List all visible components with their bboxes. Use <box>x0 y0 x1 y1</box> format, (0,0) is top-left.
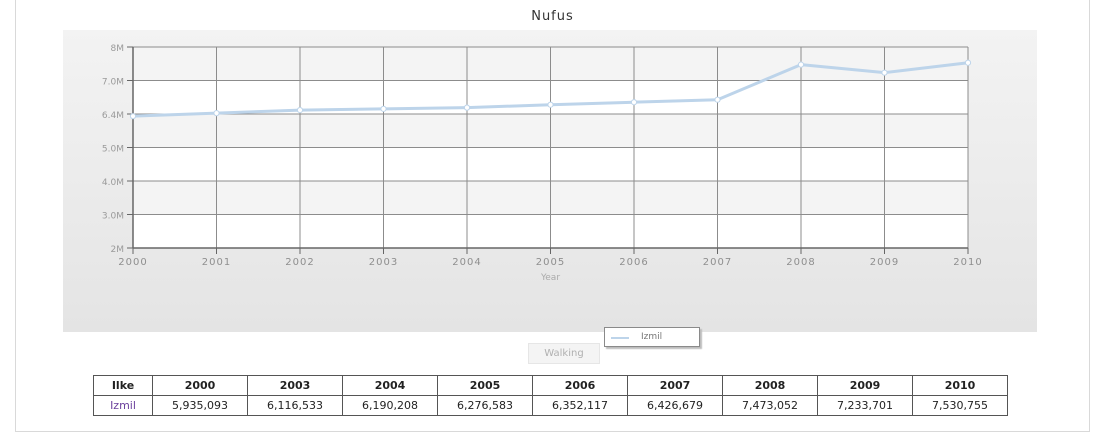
table-cell: 7,530,755 <box>912 395 1008 416</box>
data-point <box>213 110 220 117</box>
x-tick-label: 2007 <box>703 257 732 268</box>
data-point <box>463 104 471 111</box>
table-cell: 7,233,701 <box>817 395 913 416</box>
legend[interactable]: Izmil <box>604 327 700 347</box>
y-tick-label: 6.4M <box>102 111 124 121</box>
chart-panel: 2M 3.0M 4.0M 5.0M 6.4M 7.0M 8M 2000 2001 2002 2003… <box>63 30 1037 347</box>
legend-label: Izmil <box>641 332 663 342</box>
x-tick-label: 2001 <box>202 257 231 268</box>
line-chart: 2M 3.0M 4.0M 5.0M 6.4M 7.0M 8M 2000 2001 2002 2003… <box>102 44 982 283</box>
data-point <box>964 59 972 66</box>
walking-button[interactable]: Walking <box>528 343 600 364</box>
data-point <box>881 69 888 76</box>
table-cell: 6,352,117 <box>532 395 628 416</box>
y-tick-label: 3.0M <box>102 212 124 222</box>
province-link[interactable]: Izmil <box>93 395 153 416</box>
x-axis-title: Year <box>540 273 560 283</box>
data-point <box>380 105 387 112</box>
data-point <box>296 106 304 114</box>
table-header-cell: 2008 <box>722 375 818 396</box>
y-tick-label: 5.0M <box>102 145 124 155</box>
chart-title: Nufus <box>531 9 574 24</box>
table-header-cell: 2010 <box>912 375 1008 396</box>
data-point <box>547 101 554 108</box>
table-row: Izmil 5,935,093 6,116,533 6,190,208 6,27… <box>93 395 1008 416</box>
y-tick-label: 8M <box>111 44 125 54</box>
table-cell: 6,276,583 <box>437 395 533 416</box>
table-header-cell: 2007 <box>627 375 723 396</box>
x-tick-label: 2002 <box>285 257 314 268</box>
data-table: Ilke 2000 2003 2004 2005 2006 2007 2008 … <box>93 375 1008 416</box>
x-tick-label: 2003 <box>369 257 398 268</box>
data-point <box>797 61 805 68</box>
table-cell: 6,426,679 <box>627 395 723 416</box>
table-header-cell: Ilke <box>93 375 153 396</box>
table-header-cell: 2003 <box>247 375 343 396</box>
table-header-row: Ilke 2000 2003 2004 2005 2006 2007 2008 … <box>93 375 1008 396</box>
data-point <box>129 113 137 120</box>
x-tick-label: 2006 <box>619 257 648 268</box>
x-tick-label: 2000 <box>118 257 147 268</box>
x-tick-label: 2004 <box>452 257 481 268</box>
table-header-cell: 2005 <box>437 375 533 396</box>
table-cell: 6,116,533 <box>247 395 343 416</box>
table-cell: 5,935,093 <box>152 395 248 416</box>
x-tick-label: 2009 <box>870 257 899 268</box>
y-tick-label: 4.0M <box>102 178 124 188</box>
table-header-cell: 2009 <box>817 375 913 396</box>
y-tick-label: 2M <box>111 245 125 255</box>
y-tick-label: 7.0M <box>102 78 124 88</box>
table-header-cell: 2006 <box>532 375 628 396</box>
table-header-cell: 2000 <box>152 375 248 396</box>
x-tick-label: 2008 <box>786 257 815 268</box>
table-cell: 6,190,208 <box>342 395 438 416</box>
x-tick-label: 2010 <box>953 257 982 268</box>
legend-swatch <box>611 337 629 339</box>
table-cell: 7,473,052 <box>722 395 818 416</box>
data-point <box>714 96 721 103</box>
data-point <box>630 99 638 106</box>
table-header-cell: 2004 <box>342 375 438 396</box>
x-tick-label: 2005 <box>536 257 565 268</box>
